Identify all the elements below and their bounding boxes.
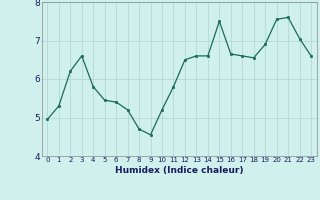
X-axis label: Humidex (Indice chaleur): Humidex (Indice chaleur) bbox=[115, 166, 244, 175]
